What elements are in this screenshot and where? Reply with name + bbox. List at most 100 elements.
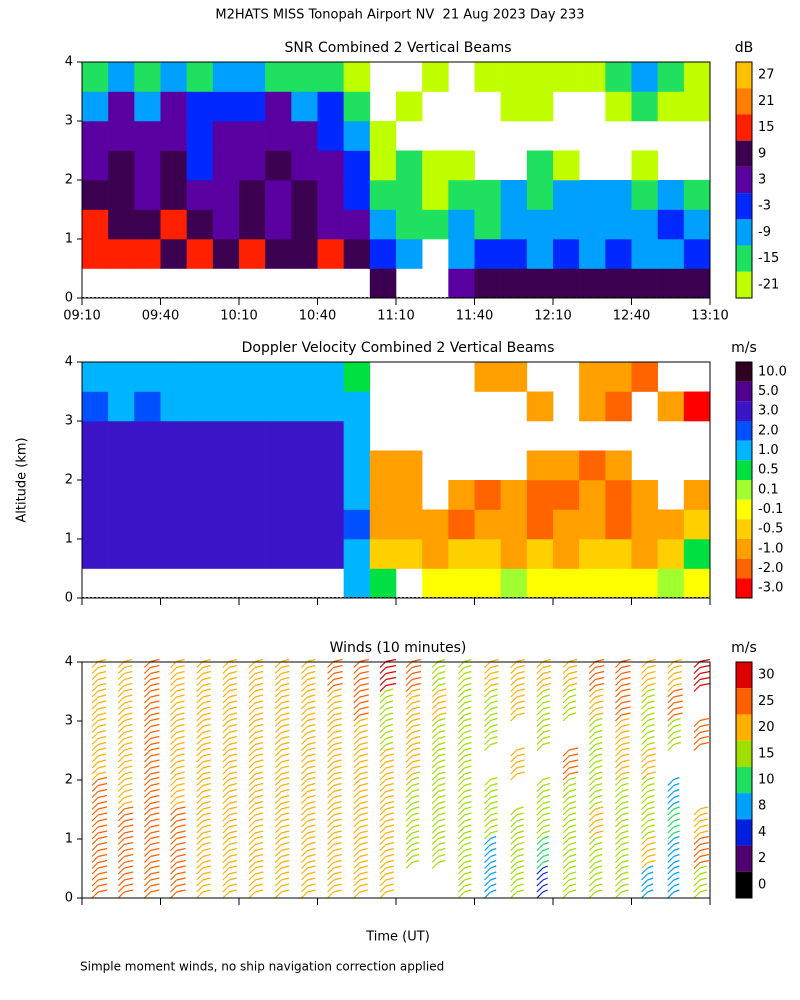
heatmap-cell — [631, 180, 658, 210]
heatmap-cell — [683, 509, 711, 540]
heatmap-cell — [448, 539, 475, 569]
colorbar-label: 21 — [758, 94, 775, 109]
heatmap-cell — [448, 209, 475, 240]
wind-barb — [667, 806, 680, 840]
heatmap-cell — [108, 391, 135, 422]
colorbar-swatch — [736, 421, 752, 441]
wind-barb — [222, 806, 238, 840]
wind-barb — [614, 747, 630, 781]
heatmap-cell — [579, 391, 606, 422]
heatmap-cell — [82, 391, 109, 422]
colorbar-label: 8 — [758, 799, 766, 814]
heatmap-cell — [343, 480, 371, 510]
heatmap-cell — [160, 91, 187, 122]
y-tick-label: 1 — [65, 532, 73, 547]
heatmap-cell — [82, 180, 109, 210]
heatmap-cell — [212, 509, 240, 540]
wind-barb — [170, 717, 185, 751]
wind-barb — [117, 747, 133, 781]
wind-barb — [510, 806, 524, 840]
heatmap-cell — [134, 121, 161, 151]
x-tick-label: 11:10 — [377, 309, 414, 324]
heatmap-cell — [134, 450, 161, 481]
wind-barb — [170, 865, 186, 899]
heatmap-cell — [683, 391, 711, 422]
heatmap-cell — [265, 509, 292, 540]
heatmap-cell — [526, 268, 554, 299]
heatmap-cell — [526, 239, 554, 269]
heatmap-cell — [657, 539, 685, 569]
wind-barb — [588, 747, 603, 781]
heatmap-cell — [82, 480, 109, 510]
wind-barb — [300, 865, 316, 899]
wind-barb — [353, 747, 368, 781]
heatmap-cell — [474, 62, 501, 92]
wind-barb — [431, 835, 446, 869]
wind-barb — [693, 717, 710, 751]
heatmap-cell — [474, 180, 501, 210]
wind-barb — [353, 835, 368, 869]
heatmap-cell — [500, 268, 528, 299]
wind-barb — [457, 776, 472, 810]
heatmap-cell — [82, 121, 109, 151]
wind-barb — [641, 717, 655, 751]
heatmap-cell — [683, 62, 711, 92]
heatmap-cell — [422, 209, 449, 240]
heatmap-cell — [265, 362, 292, 392]
heatmap-cell — [396, 480, 423, 510]
heatmap-cell — [160, 480, 187, 510]
heatmap-cell — [317, 62, 344, 92]
heatmap-cell — [291, 509, 318, 540]
x-tick-label: 10:40 — [299, 309, 336, 324]
colorbar-swatch — [736, 114, 752, 141]
heatmap-cell — [526, 209, 554, 240]
heatmap-cell — [291, 391, 318, 422]
heatmap-cell — [448, 509, 475, 540]
heatmap-cell — [160, 180, 187, 210]
heatmap-cell — [239, 391, 266, 422]
heatmap-cell — [317, 480, 344, 510]
heatmap-cell — [186, 421, 214, 451]
heatmap-cell — [186, 121, 214, 151]
heatmap-cell — [239, 180, 266, 210]
colorbar-unit: m/s — [731, 340, 757, 356]
colorbar-swatch — [736, 166, 752, 194]
heatmap-cell — [553, 62, 580, 92]
heatmap-cell — [579, 539, 606, 569]
heatmap-cell — [369, 268, 397, 299]
heatmap-cell — [683, 480, 711, 510]
wind-barb — [614, 865, 629, 899]
wind-barb — [353, 865, 368, 899]
heatmap-cell — [343, 239, 371, 269]
wind-barb — [300, 658, 316, 692]
heatmap-cell — [448, 150, 475, 181]
heatmap-cell — [579, 268, 606, 299]
wind-barb — [274, 806, 290, 840]
heatmap-cell — [108, 121, 135, 151]
wind-barb — [536, 865, 548, 899]
colorbar-swatch — [736, 62, 752, 89]
colorbar-label: 2.0 — [758, 423, 779, 438]
heatmap-cell — [108, 239, 135, 269]
heatmap-cell — [448, 239, 475, 269]
wind-barb — [562, 688, 577, 722]
wind-barb — [588, 776, 603, 810]
heatmap-cell — [474, 539, 501, 569]
wind-barb — [614, 806, 629, 840]
wind-barb — [484, 717, 498, 751]
wind-barb — [327, 835, 342, 869]
wind-barb — [248, 688, 264, 722]
heatmap-cell — [396, 509, 423, 540]
heatmap-cell — [291, 239, 318, 269]
wind-barb — [510, 747, 525, 781]
heatmap-cell — [291, 121, 318, 151]
colorbar-label: 3.0 — [758, 404, 779, 419]
wind-barb — [196, 688, 211, 722]
colorbar-swatch — [736, 558, 752, 579]
heatmap-cell — [239, 450, 266, 481]
wind-barb — [588, 658, 605, 692]
wind-barb — [196, 776, 211, 810]
heatmap-cell — [317, 180, 344, 210]
heatmap-cell — [265, 421, 292, 451]
heatmap-cell — [369, 209, 397, 240]
